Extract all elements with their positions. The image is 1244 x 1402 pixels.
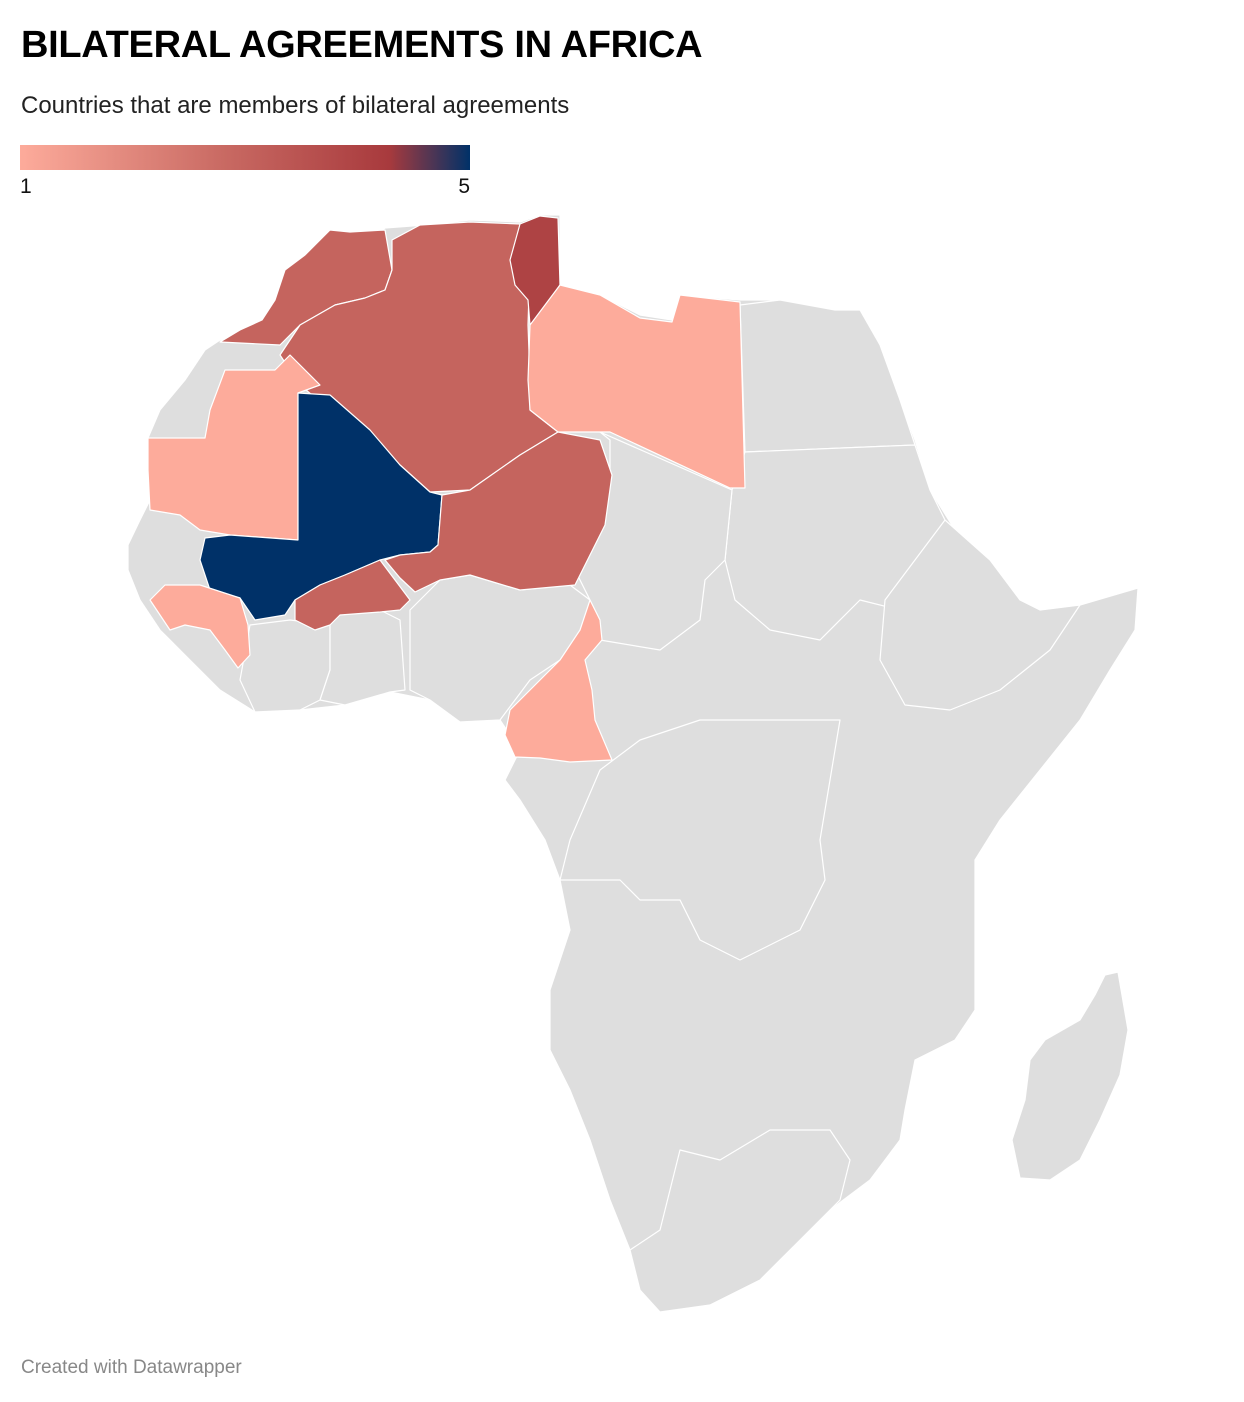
color-legend: 1 5 [20, 145, 470, 198]
country-libya [527, 284, 746, 489]
colored-countries [147, 215, 746, 763]
dr-congo [559, 719, 841, 961]
madagascar [1011, 971, 1129, 1181]
chart-subtitle: Countries that are members of bilateral … [21, 92, 570, 119]
country-niger [384, 431, 613, 593]
legend-max-label: 5 [458, 175, 470, 198]
ghana-region [319, 609, 406, 706]
south-africa [629, 1129, 851, 1313]
egypt [739, 299, 916, 453]
legend-min-label: 1 [20, 175, 32, 198]
country-cameroon [504, 599, 613, 763]
footer-credit: Created with Datawrapper [21, 1357, 242, 1378]
country-mauritania [147, 354, 321, 541]
ivory-coast-region [239, 619, 331, 713]
country-burkina-faso [294, 559, 411, 631]
africa-map [127, 214, 1139, 1313]
legend-gradient-bar [20, 145, 470, 170]
chart-title: BILATERAL AGREEMENTS IN AFRICA [21, 24, 703, 66]
country-guinea [149, 584, 251, 669]
ethiopia [879, 519, 1081, 711]
